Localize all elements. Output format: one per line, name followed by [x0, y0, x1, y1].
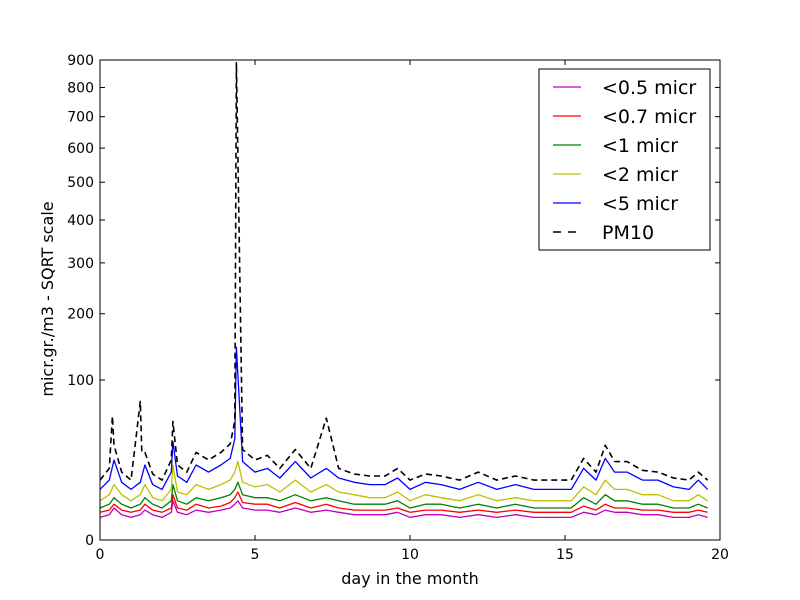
y-tick-label: 200: [67, 307, 94, 323]
series-layer: [99, 61, 709, 519]
y-tick-label: 800: [67, 80, 94, 96]
series-line-5: [99, 61, 709, 481]
y-tick-label: 0: [85, 533, 94, 549]
x-axis-label: day in the month: [341, 569, 478, 588]
legend: <0.5 micr <0.7 micr <1 micr <2 micr <5 micr P…: [538, 68, 711, 251]
y-tick-label: 900: [67, 53, 94, 69]
legend-label: PM10: [602, 222, 654, 244]
x-tick-label: 20: [711, 547, 729, 563]
x-tick-label: 15: [556, 547, 574, 563]
x-tick-label: 10: [401, 547, 419, 563]
series-line-4: [99, 346, 709, 491]
series-line-3: [99, 460, 708, 502]
y-axis-label: micr.gr./m3 - SQRT scale: [38, 201, 57, 396]
series-line-0: [99, 500, 708, 519]
legend-label: <1 micr: [602, 135, 678, 157]
x-tick-label: 0: [96, 547, 105, 563]
x-tick-label: 5: [251, 547, 260, 563]
legend-label: <5 micr: [602, 193, 678, 215]
y-tick-label: 500: [67, 175, 94, 191]
y-tick-label: 300: [67, 256, 94, 272]
series-line-1: [99, 491, 708, 513]
series-line-2: [99, 481, 708, 509]
legend-label: <0.7 micr: [602, 106, 696, 128]
y-tick-label: 100: [67, 373, 94, 389]
legend-box: [538, 68, 711, 251]
y-tick-label: 400: [67, 213, 94, 229]
y-tick-label: 600: [67, 141, 94, 157]
legend-label: <2 micr: [602, 164, 678, 186]
y-tick-label: 700: [67, 110, 94, 126]
legend-label: <0.5 micr: [602, 77, 696, 99]
